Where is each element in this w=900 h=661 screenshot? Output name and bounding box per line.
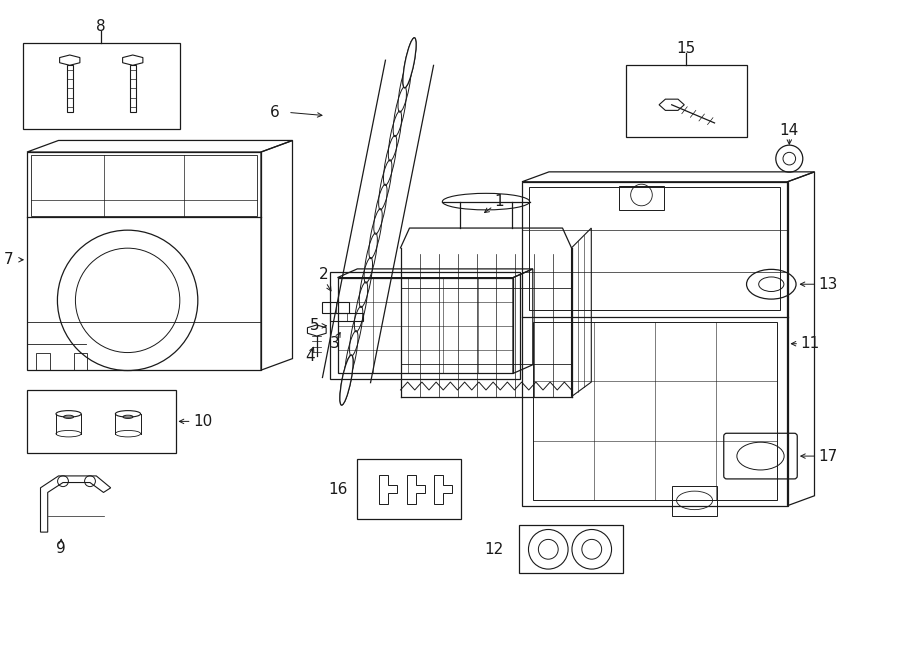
Text: 2: 2	[320, 267, 328, 282]
Text: 4: 4	[306, 350, 315, 364]
Bar	[619, 186, 664, 210]
Bar	[22, 43, 180, 129]
Text: 8: 8	[96, 19, 106, 34]
Text: 12: 12	[484, 542, 504, 557]
Text: 6: 6	[270, 105, 279, 120]
Bar	[27, 152, 261, 370]
Text: 14: 14	[779, 124, 799, 138]
Bar	[338, 278, 513, 373]
Text: 16: 16	[328, 482, 347, 496]
Text: 17: 17	[818, 449, 838, 463]
Text: 15: 15	[677, 41, 696, 56]
Bar	[529, 187, 780, 310]
Bar	[357, 459, 461, 519]
Bar	[330, 313, 363, 321]
Bar	[533, 322, 777, 500]
Text: 13: 13	[818, 277, 838, 292]
Text: 7: 7	[4, 253, 13, 267]
Ellipse shape	[403, 38, 416, 88]
Text: 11: 11	[800, 336, 820, 351]
Text: 3: 3	[330, 336, 339, 351]
Bar	[330, 272, 520, 379]
Bar	[67, 65, 73, 112]
Text: 5: 5	[310, 319, 320, 333]
Text: 1: 1	[495, 194, 504, 209]
Bar	[626, 65, 747, 137]
Bar	[522, 182, 788, 506]
Bar	[130, 65, 136, 112]
Bar	[27, 390, 176, 453]
Bar	[519, 525, 623, 573]
Text: 10: 10	[193, 414, 212, 429]
Bar	[32, 155, 256, 216]
Bar	[672, 486, 717, 516]
Ellipse shape	[340, 355, 353, 405]
Text: 9: 9	[57, 541, 66, 556]
